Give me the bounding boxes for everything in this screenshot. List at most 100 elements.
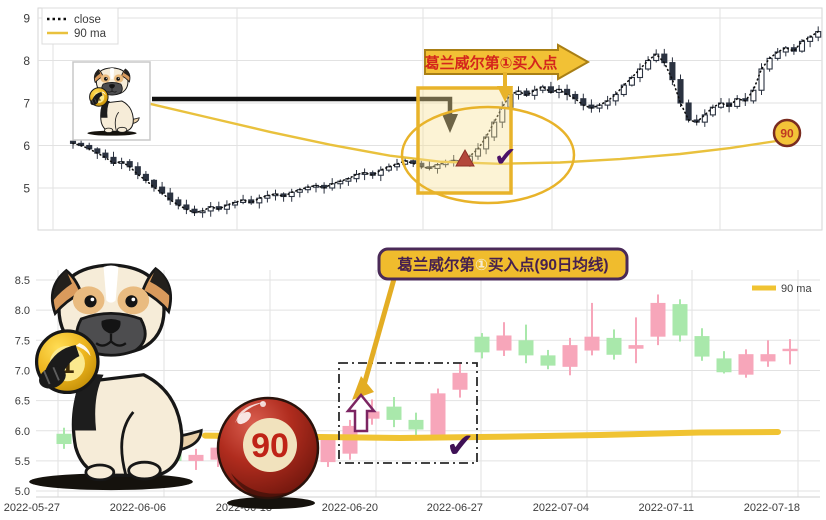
top-legend: close 90 ma (41, 7, 119, 45)
title-banner-shape (377, 247, 629, 281)
candle (102, 152, 109, 158)
candle (188, 454, 204, 461)
y-tick-label: 6.0 (15, 426, 30, 438)
buy-checkmark-icon: ✔ (494, 142, 517, 172)
banner-down-arrowhead-icon (497, 86, 513, 102)
candle (750, 89, 757, 102)
x-tick-label: 2022-06-27 (427, 502, 483, 514)
buy-triangle-marker (455, 148, 475, 167)
candle (716, 358, 732, 373)
y-tick-label: 8 (23, 54, 30, 68)
candle (612, 93, 619, 102)
x-tick-label: 2022-07-18 (744, 502, 800, 514)
banner-arrow-shape (424, 43, 591, 81)
bottom-title-text: 葛兰威尔第①买入点(90日均线) (397, 255, 608, 274)
candle (231, 201, 239, 206)
pointer-arrowhead-icon (442, 114, 458, 133)
y-tick-label: 8.5 (15, 275, 30, 287)
buy-zone-dashed-box (338, 362, 478, 464)
pointer-arrow-line (152, 96, 453, 116)
banner-text: 葛兰威尔第①买入点 (424, 54, 558, 72)
candle (496, 335, 512, 351)
plot-border (37, 7, 823, 231)
bottom-legend: 90 ma (752, 283, 812, 295)
x-tick-label: 2022-07-04 (533, 502, 589, 514)
candle (677, 79, 684, 104)
candle (167, 192, 174, 201)
candle (606, 337, 622, 355)
candle (636, 68, 644, 79)
buy-checkmark-icon-bottom: ✔ (446, 427, 475, 465)
legend-label-ma-bottom: 90 ma (781, 283, 812, 295)
y-tick-label: 6 (23, 139, 30, 153)
candle (377, 169, 384, 176)
candle (223, 204, 230, 210)
candle (353, 173, 360, 180)
candle (452, 372, 468, 390)
candle (661, 53, 668, 64)
candle (734, 98, 741, 107)
candle (584, 336, 600, 351)
y-tick-label: 5.0 (15, 486, 30, 498)
y-tick-label: 5 (23, 182, 30, 196)
candle (474, 336, 490, 353)
buy-zone-highlight-box (416, 86, 513, 195)
candle (694, 336, 710, 357)
legend-frame (41, 7, 119, 45)
candle (364, 411, 380, 419)
candle (386, 406, 402, 420)
candle (738, 354, 754, 375)
candle (782, 47, 789, 53)
candle (159, 186, 166, 194)
ma-90-line (149, 102, 788, 165)
dog-mascot-large (27, 263, 203, 492)
candle (758, 68, 765, 91)
bottom-chart-annotations: ✔ 葛兰威尔第①买入点(90日均线) 90 ma (27, 247, 812, 511)
candle (774, 51, 781, 59)
candle (562, 345, 578, 367)
candle (408, 419, 424, 430)
candle (669, 62, 676, 81)
x-tick-label: 2022-06-20 (322, 502, 378, 514)
candle (709, 106, 716, 116)
candle (580, 98, 587, 106)
candle (483, 136, 490, 150)
legend-label-ma: 90 ma (74, 28, 107, 40)
up-arrow-marker (345, 393, 377, 433)
bottom-title-banner: 葛兰威尔第①买入点(90日均线) (377, 247, 629, 281)
candle (672, 304, 688, 336)
y-tick-label: 7.0 (15, 365, 30, 377)
candle (531, 89, 538, 96)
x-tick-label: 2022-06-06 (110, 502, 166, 514)
x-tick-label: 2022-05-27 (4, 502, 60, 514)
candle (56, 433, 72, 445)
candle (798, 40, 806, 52)
top-chart-series (69, 26, 822, 218)
y-tick-label: 9 (23, 12, 30, 26)
title-arrowhead-icon (352, 376, 374, 400)
candle (175, 199, 182, 206)
candle (701, 114, 708, 123)
legend-label-close: close (74, 14, 101, 26)
top-chart-annotations: close 90 ma ✔ 葛兰威尔第①买入点 90 (41, 7, 802, 205)
candle (540, 355, 556, 366)
title-circled-one: ① (475, 257, 488, 274)
y-tick-label: 7 (23, 97, 30, 111)
buy-zone-ellipse (400, 105, 576, 205)
candle (782, 348, 798, 352)
candle (320, 439, 336, 463)
y-tick-label: 6.5 (15, 396, 30, 408)
billiard-ball-90 (216, 396, 320, 511)
candle (150, 179, 158, 188)
candle (134, 166, 141, 175)
buy-point-banner: 葛兰威尔第①买入点 (424, 43, 591, 102)
candle (760, 354, 776, 362)
y-tick-label: 5.5 (15, 456, 30, 468)
ma-badge-label: 90 (780, 127, 794, 141)
candle (620, 84, 627, 96)
title-pre: 葛兰威尔第 (397, 255, 475, 274)
candle (430, 393, 446, 437)
title-post: 买入点(90日均线) (488, 255, 609, 274)
